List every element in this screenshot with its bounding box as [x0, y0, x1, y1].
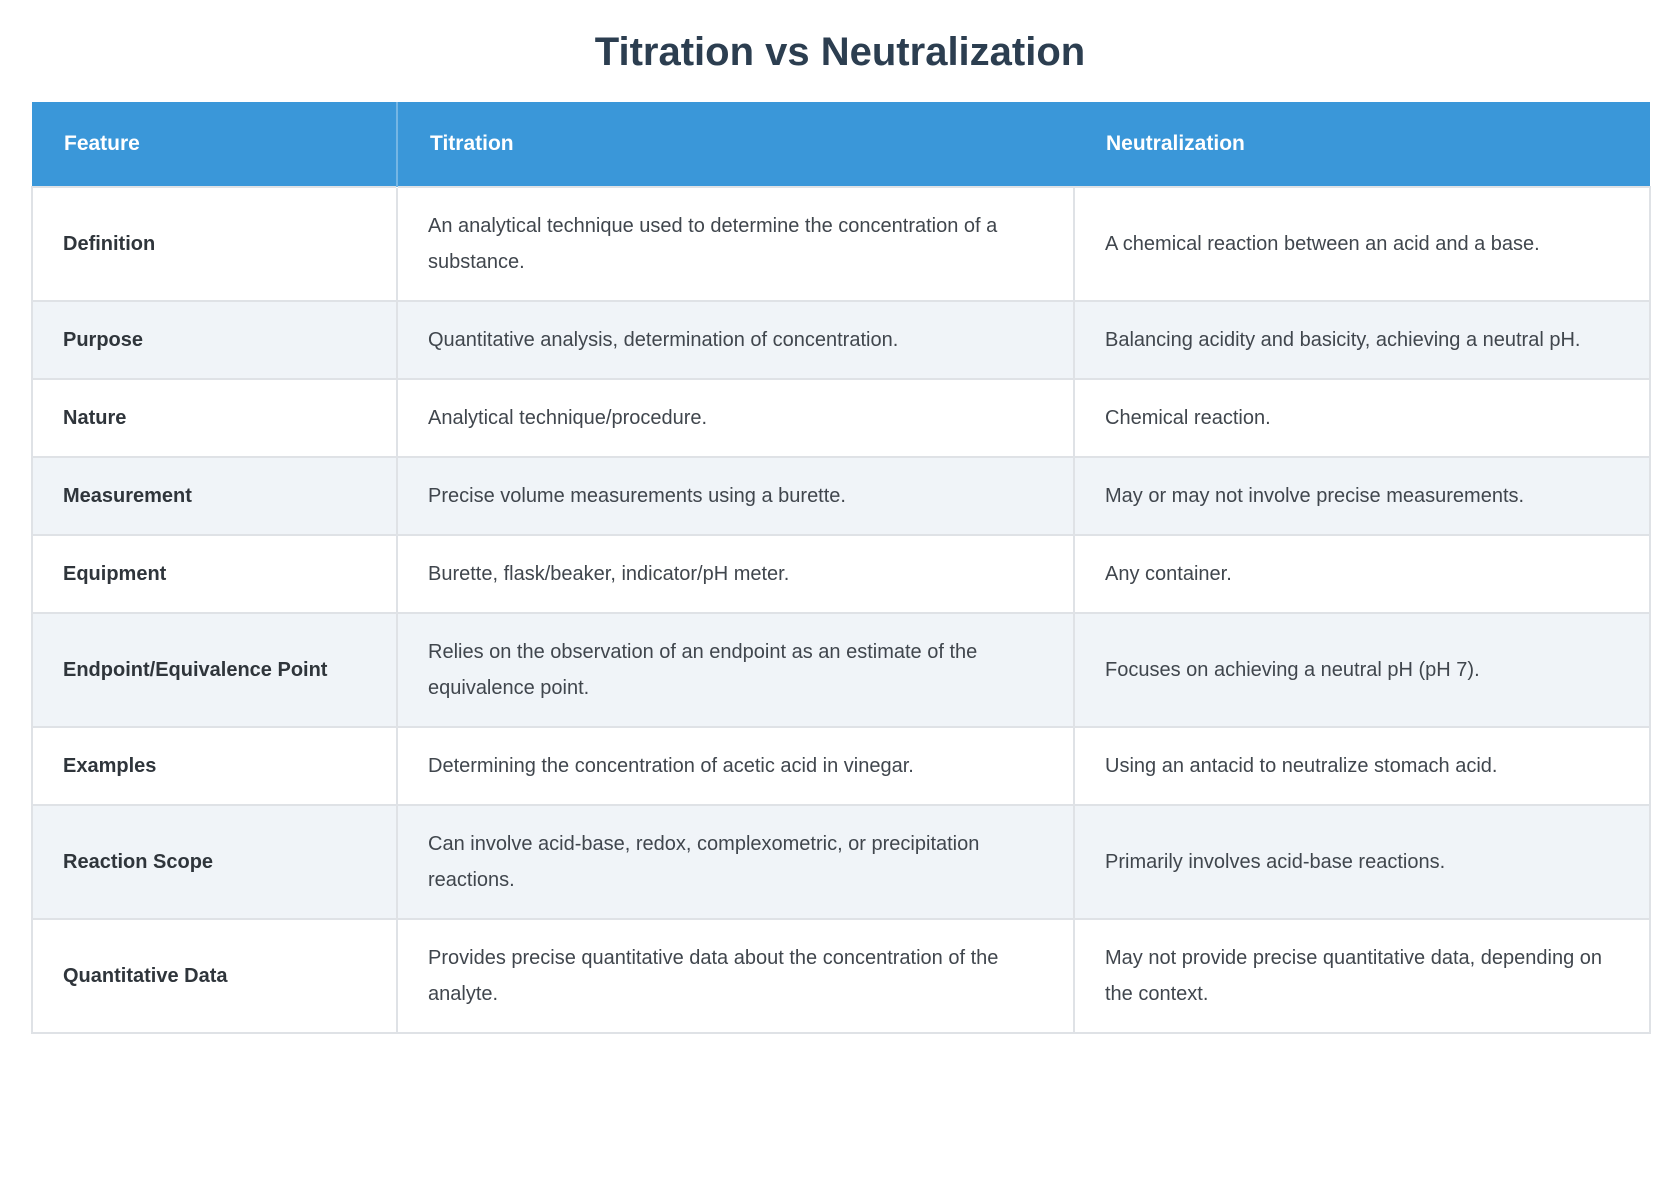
table-row: Reaction Scope Can involve acid-base, red…	[31, 804, 1651, 920]
neutralization-cell: May or may not involve precise measureme…	[1073, 456, 1651, 536]
feature-cell: Reaction Scope	[31, 804, 398, 920]
feature-cell: Nature	[31, 378, 398, 458]
table-row: Measurement Precise volume measurements u…	[31, 456, 1651, 536]
titration-cell: Burette, flask/beaker, indicator/pH mete…	[396, 534, 1075, 614]
feature-cell: Equipment	[31, 534, 398, 614]
neutralization-cell: A chemical reaction between an acid and …	[1073, 186, 1651, 302]
comparison-table: Feature Titration Neutralization Definit…	[31, 102, 1651, 1034]
neutralization-cell: May not provide precise quantitative dat…	[1073, 918, 1651, 1034]
neutralization-cell: Focuses on achieving a neutral pH (pH 7)…	[1073, 612, 1651, 728]
table-row: Purpose Quantitative analysis, determinat…	[31, 300, 1651, 380]
neutralization-cell: Using an antacid to neutralize stomach a…	[1073, 726, 1651, 806]
neutralization-cell: Primarily involves acid-base reactions.	[1073, 804, 1651, 920]
table-header: Feature Titration Neutralization	[32, 102, 1650, 187]
table-row: Quantitative Data Provides precise quanti…	[31, 918, 1651, 1034]
page-title: Titration vs Neutralization	[594, 30, 1086, 74]
feature-cell: Definition	[31, 186, 398, 302]
header-row: Feature Titration Neutralization	[32, 102, 1650, 187]
titration-cell: Can involve acid-base, redox, complexome…	[396, 804, 1075, 920]
titration-cell: Analytical technique/procedure.	[396, 378, 1075, 458]
neutralization-cell: Balancing acidity and basicity, achievin…	[1073, 300, 1651, 380]
titration-cell: Determining the concentration of acetic …	[396, 726, 1075, 806]
titration-cell: Quantitative analysis, determination of …	[396, 300, 1075, 380]
titration-cell: Relies on the observation of an endpoint…	[396, 612, 1075, 728]
column-header-neutralization: Neutralization	[1074, 102, 1650, 187]
titration-cell: Provides precise quantitative data about…	[396, 918, 1075, 1034]
neutralization-cell: Chemical reaction.	[1073, 378, 1651, 458]
table-row: Endpoint/Equivalence Point Relies on the …	[31, 612, 1651, 728]
table-row: Definition An analytical technique used t…	[31, 186, 1651, 302]
feature-cell: Examples	[31, 726, 398, 806]
titration-cell: Precise volume measurements using a bure…	[396, 456, 1075, 536]
table-body: Definition An analytical technique used t…	[31, 186, 1651, 1034]
neutralization-cell: Any container.	[1073, 534, 1651, 614]
titration-cell: An analytical technique used to determin…	[396, 186, 1075, 302]
table-row: Equipment Burette, flask/beaker, indicato…	[31, 534, 1651, 614]
feature-cell: Measurement	[31, 456, 398, 536]
column-header-feature: Feature	[32, 102, 398, 187]
table-row: Nature Analytical technique/procedure. Che…	[31, 378, 1651, 458]
column-header-titration: Titration	[397, 102, 1074, 187]
feature-cell: Quantitative Data	[31, 918, 398, 1034]
feature-cell: Purpose	[31, 300, 398, 380]
table-row: Examples Determining the concentration of…	[31, 726, 1651, 806]
feature-cell: Endpoint/Equivalence Point	[31, 612, 398, 728]
